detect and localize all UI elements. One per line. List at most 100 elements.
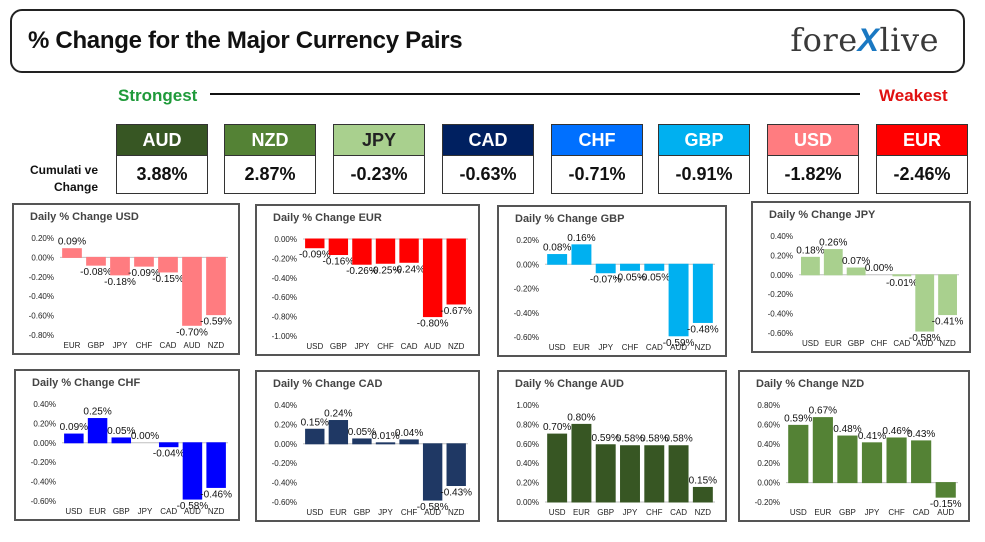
bar-nzd <box>692 263 713 323</box>
bar-gbp <box>352 438 372 445</box>
chart-panel-7: Daily % Change NZD 0.80% 0.60% 0.40% 0.20% 0.… <box>738 370 970 522</box>
bar-cad <box>158 442 179 448</box>
data-label: -0.43% <box>440 488 472 499</box>
y-tick-label: -0.40% <box>768 310 793 319</box>
bar-chart: Daily % Change GBP 0.20% 0.00% -0.20% -0.40%… <box>514 213 719 352</box>
data-label: -0.18% <box>104 277 136 288</box>
y-tick-label: -1.00% <box>272 332 297 341</box>
chart-panel-0: Daily % Change USD 0.20% 0.00% -0.20% -0.40%… <box>12 203 240 355</box>
y-tick-label: -0.20% <box>514 285 539 294</box>
data-label: 0.15% <box>301 417 329 428</box>
ranking-pill-usd: USD -1.82% <box>767 124 859 194</box>
bar-chart: Daily % Change USD 0.20% 0.00% -0.20% -0.40%… <box>29 211 232 350</box>
data-label: -0.58% <box>177 501 209 512</box>
data-label: 0.58% <box>640 434 668 445</box>
ranking-pill-nzd: NZD 2.87% <box>224 124 316 194</box>
data-label: -0.70% <box>176 327 208 338</box>
data-label: -0.05% <box>614 272 646 283</box>
x-tick-label: AUD <box>424 508 441 517</box>
x-tick-label: NZD <box>695 508 712 517</box>
data-label: 0.09% <box>58 237 86 248</box>
ranking-pill-eur: EUR -2.46% <box>876 124 968 194</box>
x-tick-label: GBP <box>330 342 347 351</box>
weakest-label: Weakest <box>879 86 948 105</box>
x-tick-label: CHF <box>646 508 663 517</box>
data-label: 0.24% <box>324 409 352 420</box>
ranking-pill-value: -0.91% <box>658 156 750 194</box>
bar-gbp <box>111 437 132 444</box>
bar-usd <box>305 238 325 249</box>
y-tick-label: -0.20% <box>272 459 297 468</box>
data-label: -0.15% <box>930 499 962 510</box>
data-label: 0.59% <box>592 433 620 444</box>
x-tick-label: NZD <box>208 507 225 516</box>
x-tick-label: JPY <box>378 508 393 517</box>
ranking-pill-currency: JPY <box>333 124 425 156</box>
bar-usd <box>801 256 820 276</box>
bar-cad <box>911 440 932 484</box>
bar-aud <box>668 263 689 337</box>
bar-cad <box>668 445 689 503</box>
x-tick-label: GBP <box>848 339 865 348</box>
bar-gbp <box>846 267 866 276</box>
bar-aud <box>422 443 443 501</box>
x-tick-label: EUR <box>814 508 831 517</box>
x-tick-label: AUD <box>424 342 441 351</box>
x-tick-label: NZD <box>208 341 225 350</box>
x-tick-label: CAD <box>160 507 177 516</box>
header-banner: % Change for the Major Currency Pairs fo… <box>10 9 965 73</box>
y-tick-label: 0.40% <box>770 232 793 241</box>
bar-usd <box>64 433 84 444</box>
bar-chart: Daily % Change CHF 0.40% 0.20% 0.00% -0.20% -… <box>31 377 232 516</box>
chart-title: Daily % Change USD <box>30 211 139 223</box>
x-tick-label: USD <box>549 508 566 517</box>
chart-panel-3: Daily % Change JPY 0.40% 0.20% 0.00% -0.20% -… <box>751 201 971 353</box>
y-tick-label: -0.40% <box>272 479 297 488</box>
data-label: 0.41% <box>858 431 886 442</box>
data-label: 0.67% <box>809 406 837 417</box>
x-tick-label: AUD <box>670 343 687 352</box>
bar-aud <box>182 442 203 500</box>
ranking-pill-value: 3.88% <box>116 156 208 194</box>
data-label: -0.80% <box>417 319 449 330</box>
ranking-pill-value: -1.82% <box>767 156 859 194</box>
y-tick-label: 0.00% <box>757 479 780 488</box>
ranking-pill-value: -0.63% <box>442 156 534 194</box>
data-label: -0.09% <box>299 250 331 261</box>
bar-usd <box>788 424 809 484</box>
x-tick-label: CAD <box>160 341 177 350</box>
data-label: 0.46% <box>882 426 910 437</box>
bar-usd <box>547 433 568 503</box>
x-tick-label: EUR <box>825 339 842 348</box>
bar-gbp <box>86 256 106 266</box>
data-label: -0.25% <box>370 265 402 276</box>
bar-jpy <box>352 238 372 265</box>
y-tick-label: -0.20% <box>29 273 54 282</box>
bar-cad <box>644 263 665 271</box>
y-tick-label: -0.40% <box>272 274 297 283</box>
x-tick-label: CHF <box>871 339 888 348</box>
bar-chf <box>886 437 907 484</box>
bar-chf <box>375 238 396 264</box>
bar-jpy <box>861 442 883 484</box>
y-tick-label: 0.20% <box>274 420 297 429</box>
x-tick-label: CHF <box>377 342 394 351</box>
data-label: -0.46% <box>200 489 232 500</box>
data-label: 0.15% <box>689 475 717 486</box>
data-label: -0.15% <box>152 274 184 285</box>
data-label: -0.07% <box>590 275 622 286</box>
y-tick-label: 0.20% <box>770 251 793 260</box>
x-tick-label: CAD <box>670 508 687 517</box>
data-label: 0.04% <box>395 428 423 439</box>
chart-panel-4: Daily % Change CHF 0.40% 0.20% 0.00% -0.20% -… <box>14 369 240 521</box>
y-tick-label: 0.20% <box>516 479 539 488</box>
chart-title: Daily % Change JPY <box>769 209 876 221</box>
x-tick-label: CHF <box>136 341 153 350</box>
x-tick-label: EUR <box>573 343 590 352</box>
x-tick-label: USD <box>802 339 819 348</box>
x-tick-label: CAD <box>401 342 418 351</box>
x-tick-label: JPY <box>138 507 153 516</box>
x-tick-label: GBP <box>839 508 856 517</box>
y-tick-label: -0.60% <box>272 293 297 302</box>
data-label: -0.59% <box>663 338 695 349</box>
